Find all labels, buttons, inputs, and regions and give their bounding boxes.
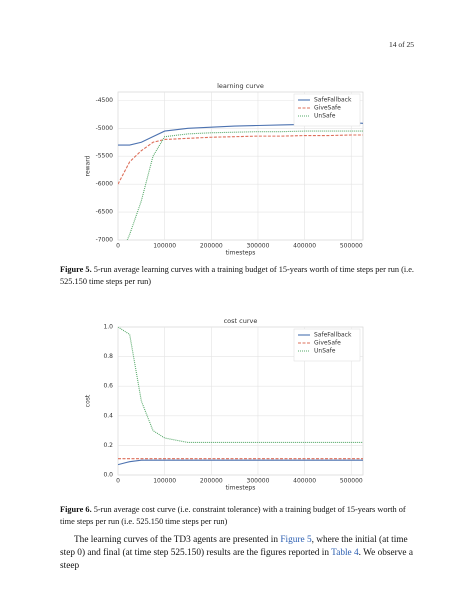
chart-title: cost curve xyxy=(224,317,258,325)
series-line xyxy=(118,134,363,185)
y-axis-label: cost xyxy=(85,394,92,407)
x-tick-label: 0 xyxy=(116,243,120,250)
x-tick-label: 400000 xyxy=(293,478,316,485)
y-tick-label: -6000 xyxy=(96,181,114,188)
y-tick-label: 0.0 xyxy=(103,472,113,479)
x-tick-label: 500000 xyxy=(340,243,363,250)
x-tick-label: 200000 xyxy=(200,478,223,485)
legend-label: GiveSafe xyxy=(314,105,341,112)
text: . We observe a steep xyxy=(60,548,413,571)
y-tick-label: -4500 xyxy=(96,97,114,104)
series-line xyxy=(118,459,363,466)
caption: Figure 5. 5-run average learning curves … xyxy=(60,264,414,288)
page-number: 14 of 25 xyxy=(389,40,414,49)
legend-label: UnSafe xyxy=(314,113,336,120)
caption-text: 5-run average learning curves with a tra… xyxy=(60,265,414,286)
x-axis-label: timesteps xyxy=(226,485,256,492)
text: , where the initial (at time step 0) and… xyxy=(60,535,408,558)
text: The learning curves of the TD3 agents ar… xyxy=(74,535,281,545)
chart: learning curve timesteps reward -7000 -6500 -… xyxy=(85,82,364,257)
x-tick-label: 400000 xyxy=(293,243,316,250)
x-tick-label: 300000 xyxy=(247,478,270,485)
y-tick-label: -5500 xyxy=(96,153,114,160)
y-axis-label: reward xyxy=(85,155,92,176)
x-tick-label: 100000 xyxy=(153,478,176,485)
chart-title: learning curve xyxy=(217,82,264,90)
legend-label: UnSafe xyxy=(314,348,336,355)
legend-label: SafeFallback xyxy=(314,97,352,104)
body-text: The learning curves of the TD3 agents ar… xyxy=(60,534,414,573)
caption-label: Figure 5. xyxy=(60,265,92,274)
x-tick-label: 100000 xyxy=(153,243,176,250)
y-tick-label: 0.2 xyxy=(103,442,113,449)
x-tick-label: 500000 xyxy=(340,478,363,485)
caption: Figure 6. 5-run average cost curve (i.e.… xyxy=(60,504,414,528)
legend-box xyxy=(293,328,361,362)
y-tick-label: 0.6 xyxy=(103,383,113,390)
x-tick-label: 0 xyxy=(116,478,120,485)
series-line xyxy=(126,130,363,240)
series-line xyxy=(118,327,363,443)
y-tick-label: -6500 xyxy=(96,209,114,216)
y-tick-label: -7000 xyxy=(96,237,114,244)
legend-label: GiveSafe xyxy=(314,340,341,347)
y-tick-label: 0.4 xyxy=(103,412,113,419)
x-tick-label: 200000 xyxy=(200,243,223,250)
y-tick-label: -5000 xyxy=(96,125,114,132)
y-tick-label: 1.0 xyxy=(103,324,113,331)
legend-box xyxy=(293,93,361,127)
x-tick-label: 300000 xyxy=(247,243,270,250)
y-tick-label: 0.8 xyxy=(103,353,113,360)
link[interactable]: Table 4 xyxy=(331,548,359,558)
x-axis-label: timesteps xyxy=(226,250,256,257)
link[interactable]: Figure 5 xyxy=(280,535,312,545)
caption-text: 5-run average cost curve (i.e. constrain… xyxy=(60,505,406,526)
caption-label: Figure 6. xyxy=(60,505,92,514)
chart: cost curve timesteps cost 0.0 0.2 0.4 0.6 0.8 1.… xyxy=(85,317,364,492)
legend-label: SafeFallback xyxy=(314,332,352,339)
